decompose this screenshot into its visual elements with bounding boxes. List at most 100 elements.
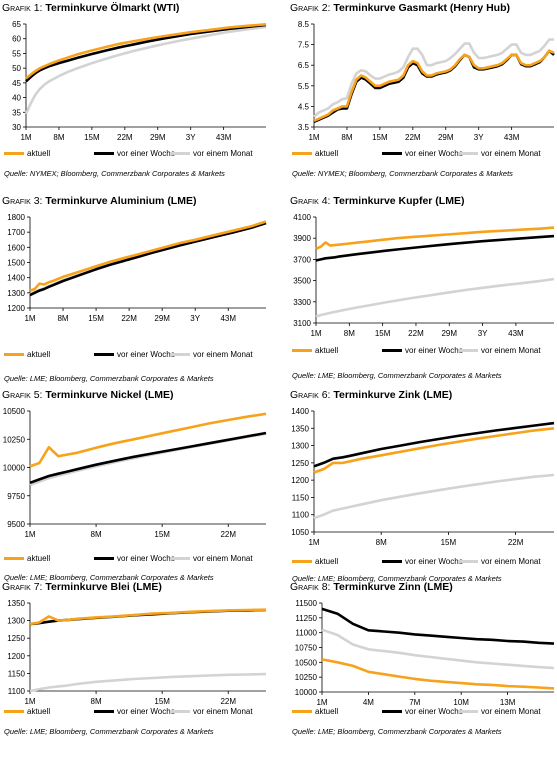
legend-label: aktuell [315,707,339,716]
legend-swatch [170,152,190,155]
y-tick-label: 1300 [7,289,25,298]
chart-source: Quelle: LME; Bloomberg, Commerzbank Corp… [292,371,502,380]
y-tick-label: 1100 [292,511,310,520]
legend-item-aktuell: aktuell [4,554,50,563]
legend-swatch [292,349,312,352]
y-tick-label: 11250 [295,614,317,623]
y-tick-label: 45 [12,79,21,88]
y-tick-label: 1350 [7,599,25,608]
legend-label: vor einem Monat [481,707,541,716]
series-line-monat [313,473,555,520]
x-tick-label: 22M [508,538,524,547]
y-tick-label: 3900 [293,234,311,243]
legend-item-woche: vor einer Woche [94,707,175,716]
chart-legend: aktuell vor einer Woche vor einem Monat [290,557,556,569]
x-tick-label: 4M [363,698,374,707]
chart-number: Grafik 7: [2,581,46,593]
legend-label: aktuell [27,554,51,563]
y-tick-label: 1200 [7,652,25,661]
legend-item-woche: vor einer Woche [382,557,463,566]
x-tick-label: 3Y [474,133,484,142]
x-tick-label: 3Y [478,329,488,338]
x-tick-label: 22M [121,314,137,323]
legend-item-aktuell: aktuell [4,149,50,158]
legend-swatch [170,353,190,356]
legend-item-monat: vor einem Monat [170,350,253,359]
legend-swatch [4,353,24,356]
chart-plot: 1200 1300 1400 1500 1600 1700 1800 1M 8M 15M 22M 29… [7,213,267,323]
legend-swatch [382,560,402,563]
legend-item-woche: vor einer Woche [382,149,463,158]
chart-panel-g8: Grafik 8: Terminkurve Zinn (LME) 10000 102… [288,579,556,769]
legend-swatch [4,152,24,155]
chart-title: Grafik 6: Terminkurve Zink (LME) [290,389,452,401]
y-tick-label: 1100 [8,687,26,696]
x-tick-label: 1M [308,538,319,547]
chart-panel-g6: Grafik 6: Terminkurve Zink (LME) 1050 1100… [288,387,556,583]
series-line-woche [29,431,267,485]
x-tick-label: 29M [438,133,454,142]
legend-label: vor einem Monat [481,557,541,566]
legend-swatch [382,349,402,352]
chart-panel-g7: Grafik 7: Terminkurve Blei (LME) 1100 1150… [0,579,268,769]
y-tick-label: 1150 [8,669,26,678]
y-tick-label: 35 [12,108,21,117]
y-tick-label: 60 [12,35,21,44]
chart-plot: 1100 1150 1200 1250 1300 1350 1M 8M 15M 22M [7,599,267,706]
legend-label: aktuell [315,557,339,566]
series-line-woche [313,421,555,468]
y-tick-label: 10250 [295,673,318,682]
chart-panel-g4: Grafik 4: Terminkurve Kupfer (LME) 3100 33… [288,193,556,383]
chart-panel-g1: Grafik 1: Terminkurve Ölmarkt (WTI) 30 35 4… [0,0,268,190]
x-tick-label: 43M [508,329,524,338]
legend-label: vor einer Woche [405,557,464,566]
y-tick-label: 9750 [7,492,25,501]
x-tick-label: 1M [310,329,321,338]
y-tick-label: 7.5 [298,41,310,50]
legend-swatch [94,353,114,356]
x-tick-label: 8M [341,133,352,142]
y-tick-label: 9500 [7,520,25,529]
x-tick-label: 8M [53,133,64,142]
legend-label: vor einer Woche [117,554,176,563]
legend-label: vor einem Monat [481,149,541,158]
y-tick-label: 10500 [295,658,318,667]
x-tick-label: 8M [91,530,102,539]
chart-source: Quelle: LME; Bloomberg, Commerzbank Corp… [4,727,214,736]
x-tick-label: 15M [84,133,100,142]
legend-item-aktuell: aktuell [4,707,50,716]
legend-label: vor einer Woche [405,149,464,158]
legend-label: vor einem Monat [193,149,253,158]
legend-label: vor einer Woche [117,149,176,158]
chart-legend: aktuell vor einer Woche vor einem Monat [290,346,556,358]
chart-plot: 10000 10250 10500 10750 11000 11250 11500 1M 4M 7… [295,599,555,707]
legend-label: vor einem Monat [193,707,253,716]
chart-title: Grafik 3: Terminkurve Aluminium (LME) [2,195,196,207]
chart-title-text: Terminkurve Nickel (LME) [45,389,174,401]
chart-title: Grafik 8: Terminkurve Zinn (LME) [290,581,453,593]
legend-item-woche: vor einer Woche [94,350,175,359]
series-line-woche [25,23,267,83]
x-tick-label: 43M [504,133,520,142]
chart-number: Grafik 4: [290,195,334,207]
legend-swatch [458,349,478,352]
y-tick-label: 3300 [293,298,311,307]
legend-swatch [94,152,114,155]
legend-label: aktuell [315,149,339,158]
x-tick-label: 29M [441,329,457,338]
x-tick-label: 1M [24,697,35,706]
x-tick-label: 15M [154,697,170,706]
series-line-monat [29,672,267,693]
y-tick-label: 1200 [7,304,25,313]
x-tick-label: 8M [91,697,102,706]
y-tick-label: 1200 [291,476,309,485]
series-line-aktuell [313,427,555,474]
legend-swatch [94,710,114,713]
legend-label: vor einem Monat [193,554,253,563]
legend-label: vor einem Monat [193,350,253,359]
y-tick-label: 1300 [7,617,25,626]
y-tick-label: 10000 [295,688,318,697]
y-tick-label: 3.5 [298,123,310,132]
chart-source: Quelle: NYMEX; Bloomberg, Commerzbank Co… [292,169,513,178]
chart-title: Grafik 4: Terminkurve Kupfer (LME) [290,195,464,207]
